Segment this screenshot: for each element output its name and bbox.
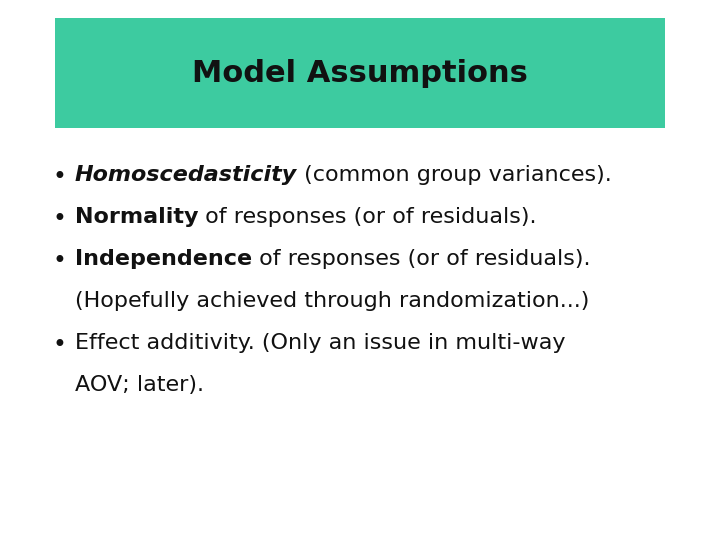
Text: •: • bbox=[52, 333, 66, 357]
Text: of responses (or of residuals).: of responses (or of residuals). bbox=[199, 207, 537, 227]
Text: Normality: Normality bbox=[75, 207, 199, 227]
Text: Effect additivity. (Only an issue in multi-way: Effect additivity. (Only an issue in mul… bbox=[75, 333, 565, 353]
Text: AOV; later).: AOV; later). bbox=[75, 375, 204, 395]
Text: Homoscedasticity: Homoscedasticity bbox=[75, 165, 297, 185]
Text: (common group variances).: (common group variances). bbox=[297, 165, 612, 185]
Text: •: • bbox=[52, 165, 66, 189]
Text: of responses (or of residuals).: of responses (or of residuals). bbox=[252, 249, 590, 269]
Text: (Hopefully achieved through randomization...): (Hopefully achieved through randomizatio… bbox=[75, 291, 590, 311]
Text: Model Assumptions: Model Assumptions bbox=[192, 58, 528, 87]
Text: •: • bbox=[52, 249, 66, 273]
Bar bbox=[55, 18, 665, 128]
Text: •: • bbox=[52, 207, 66, 231]
Text: Independence: Independence bbox=[75, 249, 252, 269]
